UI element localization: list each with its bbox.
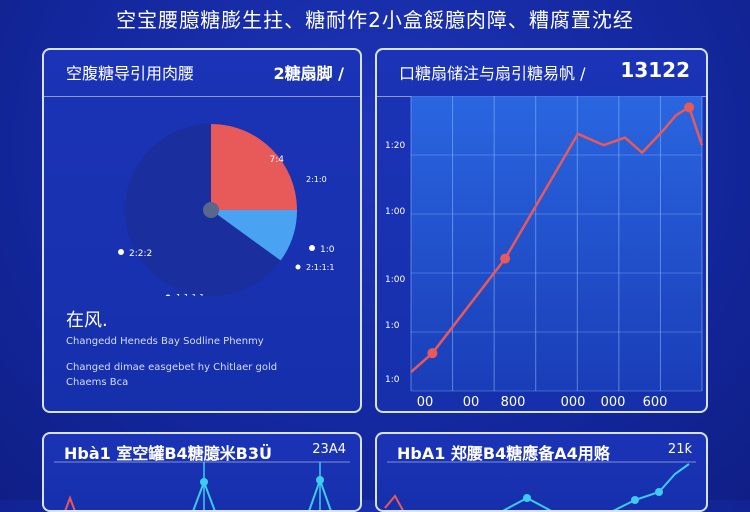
bottom-right-chart [377, 434, 706, 512]
pie-center-dot [203, 202, 219, 218]
pie-panel-header: 空腹糖导引用肉腰 2糖扇脚 / [44, 50, 360, 97]
line-x-tick-1: 00 [463, 395, 480, 410]
pie-label-dot-1 [309, 245, 315, 251]
line-x-tick-5: 600 [643, 395, 668, 410]
line-panel-header: 口糖扇储注与扇引糖易帆 / 13122 [377, 50, 706, 97]
line-y-tick-0: 1:20 [385, 141, 405, 151]
pie-chart: 7:41:02:2:21:1:1:12:1:02:1:1:13:0:04:1:1… [44, 96, 360, 296]
bottom-right-panel: HbA1 郑腰B4糖應备A4用赂 21ƙ [375, 432, 708, 512]
pie-slice-0 [211, 124, 297, 210]
pie-panel: 空腹糖导引用肉腰 2糖扇脚 / 7:4 1:0 2:2:2 1:1:1:1 2:1:0 2… [42, 48, 362, 413]
line-x-tick-2: 800 [501, 395, 526, 410]
pie-panel-title: 空腹糖导引用肉腰 [66, 60, 194, 84]
line-x-tick-3: 000 [561, 395, 586, 410]
pie-caption-title: 在风. [66, 306, 108, 332]
line-panel: 口糖扇储注与扇引糖易帆 / 13122 1:20 1:00 1:00 1:0 1:0 00… [375, 48, 708, 413]
line-y-tick-2: 1:00 [385, 275, 405, 285]
pie-extra-dot-2 [296, 265, 301, 270]
bottom-left-chart [44, 434, 360, 512]
line-y-tick-4: 1:0 [385, 375, 400, 385]
page-title: 空宝腰臆糖膨生拄、糖耐作2小盒餒臆肉障、糟腐置沈经 [0, 4, 750, 33]
pie-label-dot-2 [118, 249, 124, 255]
pie-slice-label-2: 2:2:2 [129, 249, 152, 259]
line-point-0-2 [500, 254, 510, 264]
line-point-0-9 [684, 102, 694, 112]
pie-caption-line-3: Chaems Bca [66, 377, 128, 388]
pie-extra-label-2: 2:1:1:1 [306, 263, 334, 272]
pie-caption-line-2: Changed dimae easgebet hy Chitlaer gold [66, 362, 277, 373]
pie-extra-label-1: 2:1:0 [306, 175, 327, 184]
pie-extra-dot-0 [166, 295, 171, 297]
line-x-tick-0: 00 [417, 395, 434, 410]
pie-slice-label-1: 1:0 [320, 245, 335, 255]
line-chart: 1:20 1:00 1:00 1:0 1:0 00 00 800 000 000 600 [377, 96, 706, 411]
line-y-tick-3: 1:0 [385, 321, 400, 331]
pie-caption-line-1: Changedd Heneds Bay Sodline Phenmy [66, 336, 264, 347]
pie-slice-label-0: 7:4 [270, 155, 285, 165]
pie-extra-label-0: 1:1:1:1 [176, 293, 204, 296]
bottom-left-panel: Hbà1 室空罐B4糖臆米B3Ü 23A4 [42, 432, 362, 512]
line-panel-value: 13122 [620, 58, 690, 82]
line-point-0-1 [427, 348, 437, 358]
line-panel-title: 口糖扇储注与扇引糖易帆 / [399, 60, 585, 84]
line-y-tick-1: 1:00 [385, 207, 405, 217]
line-plot-area [411, 96, 702, 391]
pie-panel-value: 2糖扇脚 / [273, 60, 344, 84]
line-x-tick-4: 000 [601, 395, 626, 410]
